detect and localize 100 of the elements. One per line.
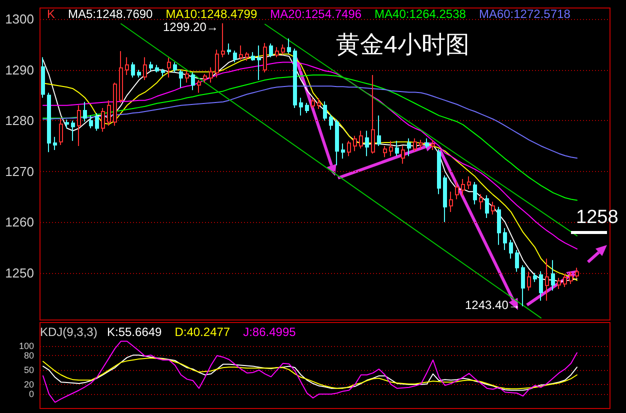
candlestick <box>125 56 129 76</box>
candlestick <box>383 145 387 158</box>
candlestick <box>287 38 291 54</box>
candlestick <box>233 50 237 63</box>
candlestick <box>227 43 231 56</box>
text: K <box>47 7 56 21</box>
y-tick-label: 20 <box>24 379 34 390</box>
annotation: 1299.20→ <box>163 20 218 34</box>
candlestick <box>443 174 447 223</box>
candlestick <box>77 104 81 146</box>
candlestick <box>203 73 207 84</box>
series-label: K:55.6649 <box>107 325 162 339</box>
candlestick <box>359 130 363 150</box>
candlestick <box>185 70 189 84</box>
y-tick-label: 1280 <box>5 113 34 128</box>
candlestick <box>179 69 183 88</box>
series-label: D:40.2477 <box>174 325 230 339</box>
candlestick <box>215 49 219 78</box>
candlestick <box>281 44 285 56</box>
candlestick <box>521 264 525 307</box>
y-tick-label: 100 <box>18 341 34 352</box>
candlestick <box>515 249 519 272</box>
candlestick <box>335 119 339 166</box>
candlestick <box>53 136 57 151</box>
text: MA20:1254.7496 <box>270 7 362 21</box>
candlestick <box>65 119 69 129</box>
candlestick <box>461 178 465 196</box>
candlestick <box>533 272 537 282</box>
candlestick <box>341 142 345 160</box>
candlestick <box>95 112 99 132</box>
candlestick <box>395 140 399 157</box>
candlestick <box>503 228 507 250</box>
candlestick <box>251 52 255 62</box>
candlestick <box>473 182 477 205</box>
candlestick <box>107 100 111 126</box>
candlestick <box>167 57 171 78</box>
candlestick <box>209 66 213 84</box>
candlestick <box>293 48 297 108</box>
candlestick <box>113 82 117 126</box>
candlestick <box>119 50 123 104</box>
candlestick <box>149 61 153 72</box>
candlestick <box>563 273 567 288</box>
y-tick-label: 1270 <box>5 164 34 179</box>
candlestick <box>275 46 279 58</box>
candlestick <box>491 201 495 215</box>
candlestick <box>101 107 105 132</box>
text: J:86.4995 <box>243 325 296 339</box>
candlestick <box>161 68 165 76</box>
candlestick <box>197 80 201 94</box>
y-tick-label: 80 <box>24 350 34 361</box>
candlestick <box>479 194 483 210</box>
y-tick-label: 1250 <box>5 265 34 280</box>
line-series <box>42 74 578 201</box>
candlestick <box>455 181 459 200</box>
candlestick <box>41 56 45 98</box>
candlestick <box>239 45 243 60</box>
candlestick <box>59 118 63 146</box>
candlestick <box>497 206 501 246</box>
candlestick <box>485 194 489 219</box>
candlestick <box>329 114 333 130</box>
y-tick-label: 0 <box>28 389 34 400</box>
y-tick-label: 1260 <box>5 214 34 230</box>
candlestick <box>389 140 393 157</box>
candlestick <box>191 72 195 91</box>
candlestick <box>413 138 417 152</box>
candlestick <box>401 145 405 164</box>
text: MA60:1272.5718 <box>478 7 571 21</box>
text: 黄金4小时图 <box>336 32 470 58</box>
candlestick <box>557 277 561 290</box>
candlestick <box>407 138 411 157</box>
candlestick <box>47 92 51 153</box>
candlestick <box>449 191 453 212</box>
candlestick <box>527 271 531 292</box>
text: MA40:1264.2538 <box>374 7 466 21</box>
candlestick <box>509 239 513 260</box>
candlestick <box>269 43 273 58</box>
candlestick <box>317 98 321 110</box>
text: MA10:1248.4799 <box>166 7 258 21</box>
candlestick <box>545 258 549 302</box>
candlestick <box>263 42 267 73</box>
candlestick <box>89 115 93 129</box>
candlestick <box>173 62 177 73</box>
candlestick <box>347 140 351 157</box>
candlestick <box>137 69 141 78</box>
candlestick <box>419 139 423 150</box>
candlestick <box>371 74 375 154</box>
candlestick <box>155 64 159 73</box>
candlestick <box>437 148 441 195</box>
line-series <box>42 86 578 159</box>
line-series <box>42 62 578 250</box>
y-tick-label: 1300 <box>5 12 34 27</box>
text: MA5:1248.7690 <box>68 7 154 21</box>
candlestick <box>83 101 87 122</box>
y-tick-label: 50 <box>24 365 34 376</box>
candlestick <box>353 135 357 152</box>
candlestick <box>377 115 381 146</box>
candlestick <box>575 267 579 278</box>
candlestick <box>71 120 75 142</box>
candlestick <box>131 62 135 78</box>
candlestick <box>323 100 327 122</box>
